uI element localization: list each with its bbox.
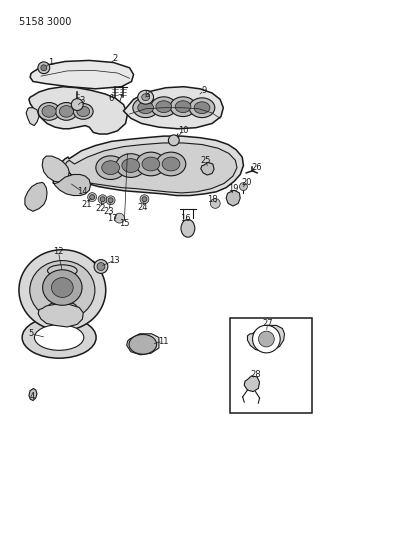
- Text: 28: 28: [250, 370, 261, 379]
- Text: 9: 9: [202, 86, 206, 95]
- Circle shape: [108, 198, 113, 203]
- Text: 12: 12: [53, 247, 64, 256]
- Circle shape: [169, 135, 179, 146]
- Ellipse shape: [22, 317, 96, 358]
- Text: 18: 18: [208, 195, 218, 204]
- Ellipse shape: [142, 157, 160, 171]
- Ellipse shape: [133, 98, 158, 118]
- Ellipse shape: [77, 106, 90, 117]
- Text: 5158 3000: 5158 3000: [19, 17, 71, 27]
- Polygon shape: [53, 174, 91, 196]
- Ellipse shape: [48, 302, 77, 313]
- Ellipse shape: [181, 220, 195, 237]
- Polygon shape: [201, 163, 214, 175]
- Ellipse shape: [136, 152, 166, 176]
- Text: 4: 4: [29, 392, 34, 401]
- Polygon shape: [230, 318, 312, 413]
- Text: 11: 11: [158, 337, 168, 346]
- Circle shape: [211, 198, 220, 208]
- Ellipse shape: [156, 101, 172, 112]
- Text: 7: 7: [118, 94, 123, 103]
- Circle shape: [38, 62, 50, 74]
- Polygon shape: [29, 87, 128, 134]
- Polygon shape: [38, 304, 83, 327]
- Ellipse shape: [138, 90, 153, 104]
- Ellipse shape: [59, 106, 73, 117]
- Polygon shape: [248, 325, 284, 352]
- Text: 17: 17: [107, 214, 118, 223]
- Ellipse shape: [162, 157, 180, 171]
- Text: 16: 16: [181, 214, 191, 223]
- Ellipse shape: [156, 152, 186, 176]
- Ellipse shape: [170, 97, 196, 117]
- Text: 15: 15: [119, 219, 130, 228]
- Ellipse shape: [55, 102, 77, 120]
- Text: 3: 3: [80, 96, 85, 106]
- Circle shape: [97, 263, 105, 270]
- Ellipse shape: [116, 154, 146, 177]
- Text: 24: 24: [137, 203, 148, 212]
- Polygon shape: [30, 60, 133, 89]
- Circle shape: [98, 195, 107, 204]
- Text: 21: 21: [81, 200, 92, 209]
- Polygon shape: [25, 182, 47, 211]
- Text: 5: 5: [28, 329, 33, 338]
- Text: 27: 27: [262, 319, 273, 328]
- Text: 19: 19: [228, 184, 238, 193]
- Polygon shape: [226, 190, 240, 206]
- Circle shape: [71, 99, 83, 110]
- Ellipse shape: [42, 270, 82, 305]
- Polygon shape: [42, 156, 69, 182]
- Ellipse shape: [96, 156, 125, 180]
- Text: 6: 6: [108, 94, 113, 103]
- Text: 8: 8: [144, 90, 150, 99]
- Text: 14: 14: [77, 187, 88, 196]
- Polygon shape: [65, 143, 237, 193]
- Circle shape: [94, 260, 108, 273]
- Ellipse shape: [51, 278, 73, 297]
- Ellipse shape: [151, 97, 177, 117]
- Text: 26: 26: [252, 163, 262, 172]
- Ellipse shape: [19, 250, 106, 330]
- Polygon shape: [29, 389, 37, 401]
- Text: 13: 13: [109, 256, 120, 265]
- Text: 22: 22: [95, 204, 105, 213]
- Circle shape: [239, 183, 247, 190]
- Text: 10: 10: [178, 126, 188, 135]
- Ellipse shape: [30, 261, 95, 320]
- Ellipse shape: [129, 334, 157, 354]
- Polygon shape: [127, 334, 159, 355]
- Ellipse shape: [194, 102, 210, 114]
- Circle shape: [100, 197, 105, 201]
- Polygon shape: [124, 87, 223, 129]
- Circle shape: [115, 213, 124, 223]
- Circle shape: [88, 192, 97, 201]
- Polygon shape: [26, 108, 39, 126]
- Ellipse shape: [102, 161, 120, 175]
- Circle shape: [253, 325, 280, 353]
- Ellipse shape: [38, 102, 60, 120]
- Circle shape: [259, 331, 274, 347]
- Polygon shape: [62, 136, 244, 196]
- Text: 20: 20: [241, 178, 251, 187]
- Ellipse shape: [122, 159, 140, 173]
- Polygon shape: [244, 376, 259, 392]
- Ellipse shape: [34, 325, 84, 350]
- Ellipse shape: [73, 103, 93, 119]
- Text: 23: 23: [104, 207, 114, 216]
- Text: 25: 25: [201, 156, 211, 165]
- Circle shape: [140, 195, 149, 204]
- Ellipse shape: [42, 106, 56, 117]
- Ellipse shape: [189, 98, 215, 118]
- Ellipse shape: [48, 265, 77, 277]
- Circle shape: [142, 197, 147, 201]
- Ellipse shape: [138, 102, 153, 114]
- Ellipse shape: [175, 101, 191, 112]
- Ellipse shape: [142, 94, 150, 101]
- Text: 1: 1: [48, 58, 53, 67]
- Circle shape: [41, 65, 47, 71]
- Circle shape: [106, 196, 115, 205]
- Text: 2: 2: [113, 54, 118, 63]
- Circle shape: [90, 195, 95, 199]
